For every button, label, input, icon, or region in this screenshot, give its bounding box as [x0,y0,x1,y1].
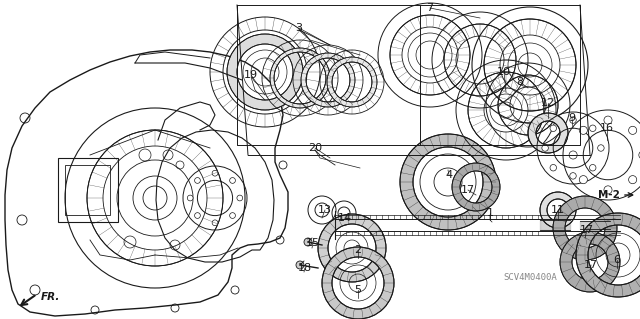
Text: 18: 18 [298,263,312,273]
Circle shape [589,165,596,171]
Circle shape [598,145,604,151]
Circle shape [212,170,218,176]
Text: 20: 20 [308,143,322,153]
Circle shape [628,176,637,184]
Text: FR.: FR. [41,292,60,302]
Circle shape [579,126,588,134]
Circle shape [550,125,557,131]
Circle shape [589,125,596,131]
Text: 6: 6 [614,255,621,265]
Circle shape [628,126,637,134]
Text: SCV4M0400A: SCV4M0400A [503,272,557,281]
Text: 8: 8 [516,77,524,87]
Circle shape [639,151,640,159]
Circle shape [569,151,577,159]
Circle shape [188,195,193,201]
Text: 19: 19 [244,70,258,80]
Circle shape [604,116,612,124]
Text: 14: 14 [338,213,352,223]
Circle shape [237,195,243,201]
Text: 9: 9 [568,113,575,123]
Text: 5: 5 [355,285,362,295]
Text: 3: 3 [296,23,303,33]
Circle shape [604,186,612,194]
Text: 1: 1 [486,208,493,218]
Circle shape [304,238,312,246]
Circle shape [296,261,304,269]
Text: 13: 13 [318,205,332,215]
Circle shape [570,117,576,123]
Text: 7: 7 [426,3,433,13]
Circle shape [230,178,236,183]
Text: 17: 17 [580,225,594,235]
Circle shape [195,213,200,219]
Circle shape [212,220,218,226]
Circle shape [570,173,576,179]
Text: 4: 4 [445,170,452,180]
Text: 11: 11 [551,205,565,215]
Circle shape [542,145,548,151]
Text: 12: 12 [541,98,555,108]
Text: 15: 15 [306,238,320,248]
Text: M-2: M-2 [598,190,620,200]
Circle shape [195,178,200,183]
Circle shape [550,165,557,171]
Text: 17: 17 [584,260,598,270]
Text: 16: 16 [600,123,614,133]
Circle shape [230,213,236,219]
Circle shape [579,176,588,184]
Text: 2: 2 [355,245,362,255]
Text: 10: 10 [497,67,511,77]
Text: 17: 17 [461,185,475,195]
